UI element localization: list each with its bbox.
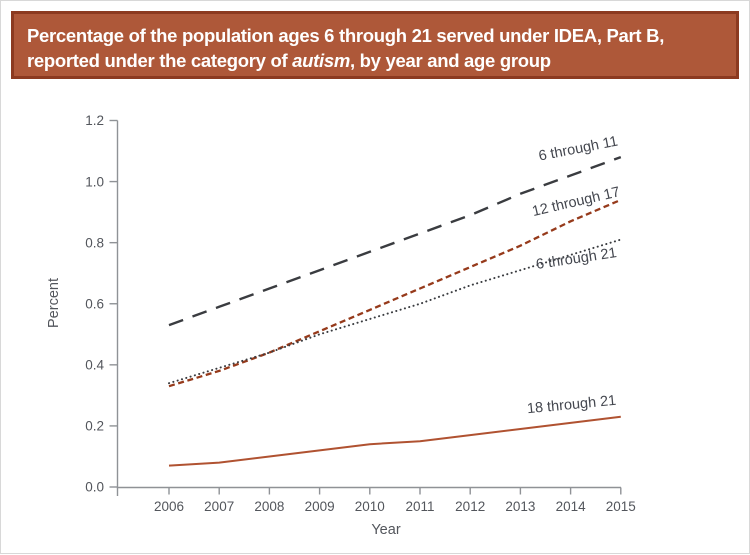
series-label-6-through-21: 6 through 21 xyxy=(535,245,618,273)
y-tick-label: 0.2 xyxy=(85,419,104,434)
chart-title-line2-italic: autism xyxy=(292,50,350,71)
x-tick-label: 2007 xyxy=(204,499,234,514)
x-tick-label: 2010 xyxy=(355,499,385,514)
series-label-6-through-11: 6 through 11 xyxy=(537,134,619,165)
y-tick-label: 0.6 xyxy=(85,296,104,311)
y-axis-title: Percent xyxy=(46,278,62,328)
chart-title-line2-suffix: , by year and age group xyxy=(350,50,551,71)
x-axis-title: Year xyxy=(371,522,400,538)
x-tick-label: 2014 xyxy=(556,499,587,514)
x-tick-label: 2015 xyxy=(606,499,636,514)
chart-title-line1: Percentage of the population ages 6 thro… xyxy=(27,25,665,46)
series-label-12-through-17: 12 through 17 xyxy=(531,184,622,220)
x-tick-label: 2012 xyxy=(455,499,485,514)
y-tick-label: 0.4 xyxy=(85,358,104,373)
chart-title-line2: reported under the category of autism, b… xyxy=(27,48,736,73)
x-tick-label: 2013 xyxy=(505,499,535,514)
series-line-6-through-11 xyxy=(168,155,622,327)
y-tick-label: 0.0 xyxy=(85,480,104,495)
y-tick-label: 0.8 xyxy=(85,235,104,250)
y-tick-label: 1.2 xyxy=(85,113,104,128)
series-line-18-through-21 xyxy=(168,415,621,467)
title-banner: Percentage of the population ages 6 thro… xyxy=(11,11,739,79)
x-tick-label: 2011 xyxy=(405,499,434,514)
x-tick-label: 2008 xyxy=(254,499,284,514)
y-tick-label: 1.0 xyxy=(85,174,104,189)
x-tick-label: 2006 xyxy=(154,499,184,514)
series-line-12-through-17 xyxy=(168,198,622,388)
series-line-6-through-21 xyxy=(168,238,622,385)
series-label-18-through-21: 18 through 21 xyxy=(526,393,617,418)
x-tick-label: 2009 xyxy=(305,499,335,514)
chart-title-line2-prefix: reported under the category of xyxy=(27,50,293,71)
